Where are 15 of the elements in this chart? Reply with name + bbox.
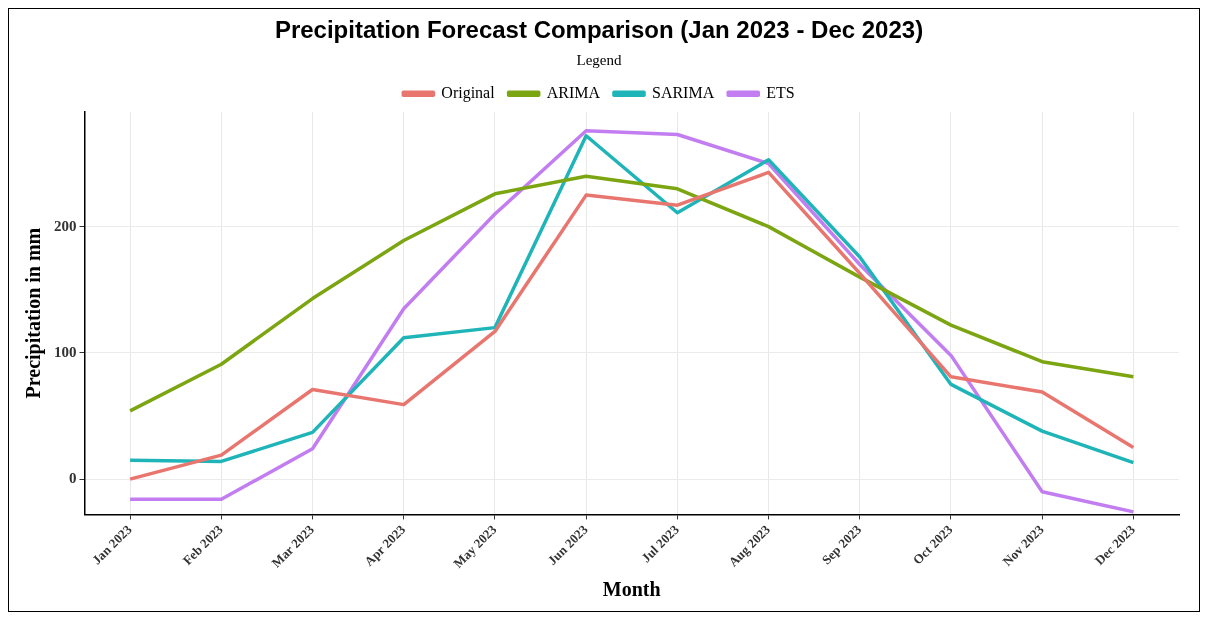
legend-label: ETS [766,84,795,101]
x-tick-label: Jun 2023 [544,521,591,568]
chart-title: Precipitation Forecast Comparison (Jan 2023 - Dec 2023) [274,16,924,44]
legend-label: Original [441,84,496,102]
y-tick-label: 0 [69,469,77,486]
y-tick-label: 200 [54,217,77,234]
legend-label: SARIMA [651,84,715,101]
x-tick-label: Nov 2023 [999,521,1048,569]
x-tick-label: Jan 2023 [89,521,135,568]
legend-title: Legend [576,52,622,69]
y-axis-title: Precipitation in mm [22,227,46,399]
x-axis-title: Month [602,578,661,601]
y-tick-label: 100 [54,343,77,360]
x-tick-label: Feb 2023 [179,521,227,568]
legend-label: ARIMA [546,84,601,101]
